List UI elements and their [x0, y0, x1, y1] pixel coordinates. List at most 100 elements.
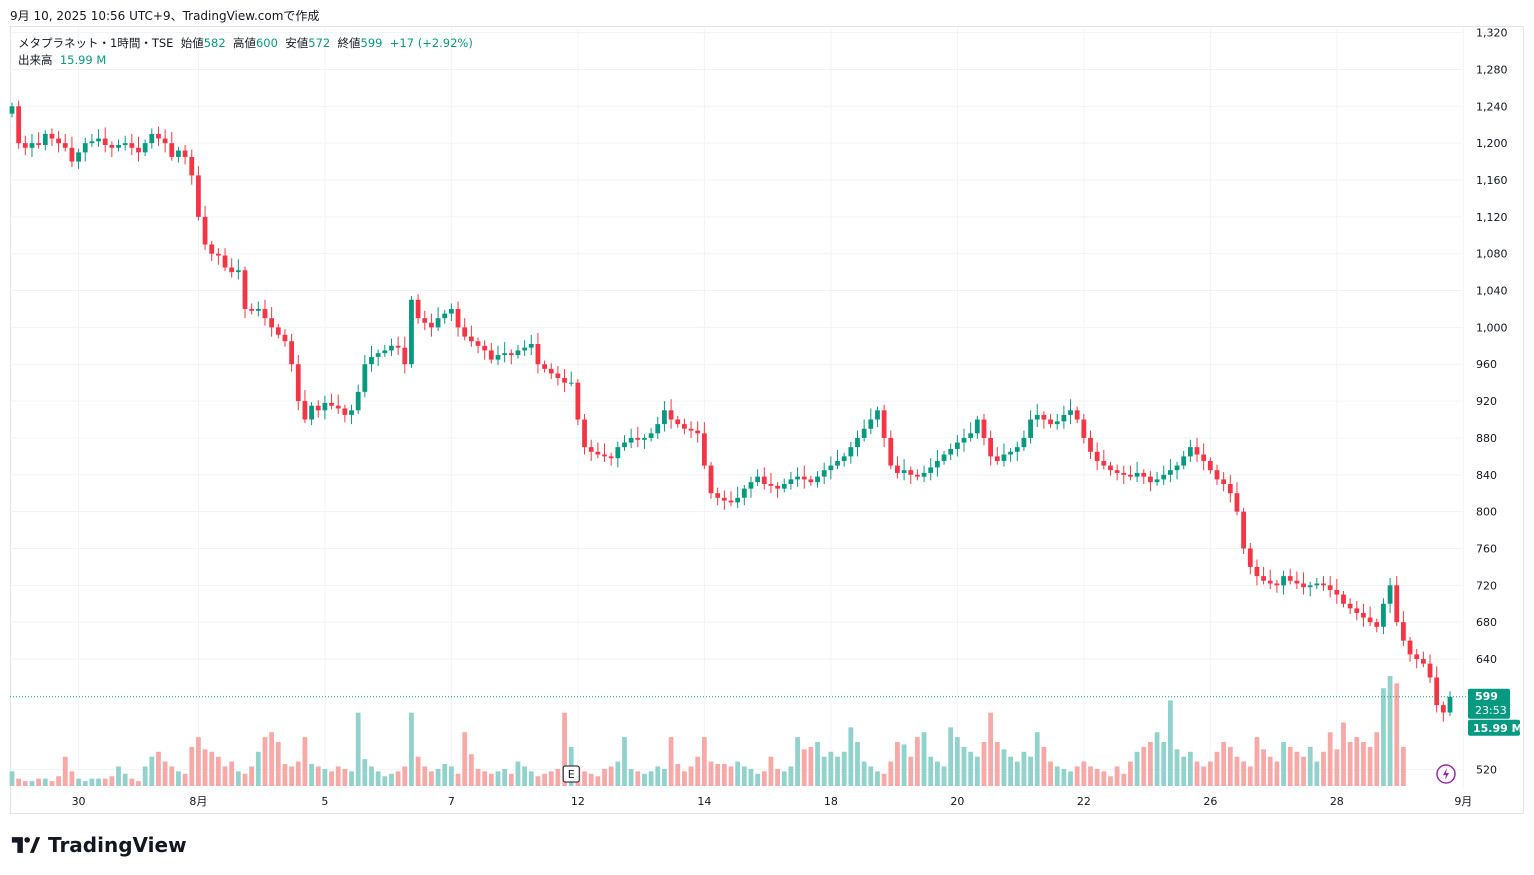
- candle-body: [169, 143, 175, 157]
- volume-bar: [136, 781, 141, 786]
- candle: [215, 248, 221, 265]
- legend-high-label: 高値: [232, 36, 256, 50]
- volume-bar: [1221, 742, 1227, 786]
- volume-bar: [588, 773, 594, 786]
- candle: [375, 349, 381, 367]
- candle: [1407, 636, 1413, 662]
- candle: [1134, 461, 1140, 483]
- candle-body: [775, 485, 780, 489]
- candle-body: [755, 476, 761, 483]
- candle: [1054, 413, 1060, 430]
- candle-body: [309, 405, 314, 420]
- volume-bar: [1301, 756, 1306, 786]
- candle-body: [1327, 585, 1333, 590]
- candle-body: [1321, 583, 1326, 586]
- candle-body: [954, 442, 960, 449]
- volume-bar: [1214, 751, 1220, 786]
- tradingview-logo[interactable]: TradingView: [10, 833, 187, 857]
- candle-body: [1381, 603, 1386, 627]
- candle-body: [801, 476, 807, 480]
- candle: [122, 135, 128, 151]
- candle: [49, 128, 55, 146]
- candle: [136, 136, 141, 162]
- candle: [628, 428, 634, 449]
- volume-bar: [1174, 749, 1180, 786]
- volume-bar: [149, 756, 155, 786]
- volume-bar: [342, 768, 348, 786]
- candle-body: [442, 313, 448, 319]
- candle-body: [1014, 447, 1020, 452]
- candle: [761, 467, 767, 490]
- candle-body: [249, 308, 255, 311]
- volume-bar: [182, 773, 188, 786]
- candle-body: [269, 318, 275, 328]
- candle-body: [1074, 410, 1080, 420]
- candle: [528, 334, 534, 356]
- volume-bar: [861, 761, 867, 786]
- candle: [156, 126, 161, 146]
- candle-body: [994, 456, 1000, 461]
- volume-bar: [748, 768, 754, 786]
- volume-bar: [402, 766, 408, 786]
- candle-body: [495, 355, 501, 360]
- candle: [76, 148, 81, 169]
- volume-bar: [209, 751, 215, 786]
- volume-bar: [1241, 761, 1247, 786]
- volume-bar: [1001, 749, 1007, 786]
- volume-bar: [868, 766, 874, 786]
- y-tick-label: 1,200: [1476, 137, 1508, 150]
- volume-bar: [668, 737, 674, 786]
- volume-bar: [908, 756, 914, 786]
- candle: [928, 458, 934, 481]
- candle-body: [1068, 410, 1073, 415]
- candle: [988, 430, 994, 466]
- volume-bar: [482, 771, 488, 786]
- volume-bar: [395, 771, 401, 786]
- candle-body: [901, 470, 907, 473]
- candle-body: [342, 408, 348, 415]
- volume-bar: [961, 746, 967, 786]
- candle: [382, 344, 388, 357]
- volume-bar: [1341, 722, 1346, 786]
- legend-open-label: 始値: [180, 36, 204, 50]
- candle: [522, 340, 528, 356]
- candle: [1154, 472, 1160, 486]
- candle-body: [1281, 576, 1286, 586]
- candle-body: [289, 341, 295, 365]
- candle: [468, 325, 474, 347]
- volume-bar: [455, 773, 461, 786]
- volume-bar: [1254, 737, 1260, 786]
- volume-bar: [429, 771, 434, 786]
- candle: [1234, 482, 1240, 516]
- candle: [908, 466, 914, 484]
- candle-body: [721, 497, 727, 501]
- candle-body: [1207, 460, 1213, 471]
- candle: [1227, 474, 1233, 503]
- candle: [289, 333, 295, 372]
- volume-bar: [435, 768, 441, 786]
- candle: [1128, 465, 1133, 481]
- candle-body: [422, 318, 428, 323]
- volume-bar: [508, 773, 514, 786]
- volume-bar: [708, 761, 714, 786]
- volume-bar: [1281, 742, 1286, 786]
- candle-body: [215, 253, 221, 256]
- candle-body: [242, 270, 248, 309]
- candle-body: [82, 143, 88, 153]
- volume-bar: [741, 766, 747, 786]
- volume-bar: [215, 756, 221, 786]
- chart-frame[interactable]: [10, 26, 1524, 814]
- volume-bar: [442, 764, 448, 786]
- candle-body: [735, 497, 741, 503]
- candle: [688, 421, 694, 438]
- volume-bar: [488, 773, 494, 786]
- candle-body: [482, 345, 488, 351]
- candle-body: [682, 424, 687, 429]
- candle-body: [1008, 451, 1014, 455]
- candle-body: [302, 401, 308, 420]
- candle-body: [1001, 454, 1007, 461]
- candle-body: [1367, 617, 1373, 623]
- candle: [555, 366, 561, 386]
- candle: [1447, 691, 1453, 717]
